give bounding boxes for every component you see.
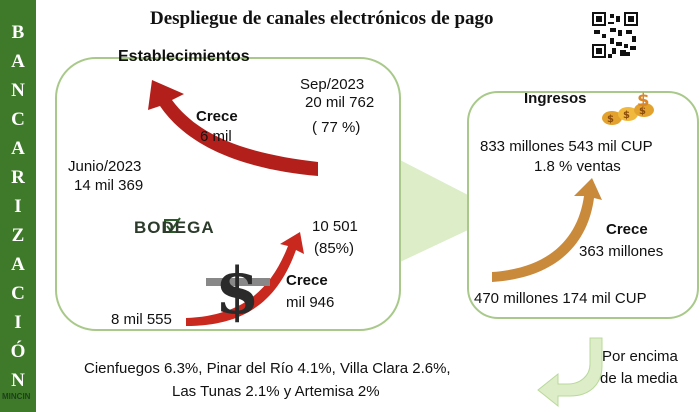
ingresos-arrow-orange: [492, 178, 602, 282]
bodega-crece-label: Crece: [286, 272, 328, 289]
establecimientos-box: [55, 57, 401, 331]
sidebar-letter: Ó: [10, 341, 26, 362]
sep-pct: ( 77 %): [312, 119, 361, 136]
sidebar-letter: C: [11, 109, 25, 130]
sidebar-letter: C: [11, 283, 25, 304]
bodega-new-pct: (85%): [314, 240, 355, 257]
ingresos-heading: Ingresos: [524, 90, 587, 107]
bodega-crece-value: mil 946: [286, 294, 335, 311]
provinces-line-1: Cienfuegos 6.3%, Pinar del Río 4.1%, Vil…: [84, 360, 451, 377]
ingresos-bottom-value: 470 millones 174 mil CUP: [474, 290, 647, 307]
mincin-logo: MINCIN: [2, 392, 31, 401]
ingresos-top-pct: 1.8 % ventas: [534, 158, 621, 175]
ingresos-crece-label: Crece: [606, 221, 648, 238]
svg-text:$: $: [623, 110, 630, 121]
note-line-2: de la media: [600, 370, 678, 387]
sep-label: Sep/2023: [300, 76, 365, 93]
bodega-arrow-red: [186, 232, 304, 326]
sidebar-letter: R: [11, 167, 25, 188]
crece-value: 6 mil: [200, 128, 232, 145]
sep-value: 20 mil 762: [305, 94, 375, 111]
svg-text:$: $: [637, 90, 650, 111]
sidebar-bancarizacion: [0, 0, 36, 412]
connector-shape: [400, 160, 468, 262]
sidebar-letter: Z: [11, 225, 25, 246]
sidebar-letter: B: [11, 22, 25, 43]
footer-arrow: [537, 337, 603, 408]
crece-label: Crece: [196, 108, 238, 125]
sidebar-letter: N: [11, 80, 25, 101]
sidebar-letter: A: [11, 51, 25, 72]
ingresos-crece-value: 363 millones: [579, 243, 664, 260]
svg-text:$: $: [215, 254, 260, 329]
ingresos-box: [467, 91, 699, 319]
sidebar-letter: I: [14, 196, 22, 217]
sidebar-letter: A: [11, 138, 25, 159]
sidebar-letter: N: [11, 370, 25, 391]
crece-arrow-red: [148, 80, 318, 176]
bodega-new-value: 10 501: [312, 218, 358, 235]
establecimientos-heading: Establecimientos: [118, 48, 250, 65]
sidebar-letter: I: [14, 312, 22, 333]
jun-value: 14 mil 369: [74, 177, 144, 194]
dollar-sign-icon: $: [206, 254, 270, 329]
note-line-1: Por encima: [602, 348, 678, 365]
bodega-old-value: 8 mil 555: [111, 311, 172, 328]
ingresos-top-value: 833 millones 543 mil CUP: [480, 138, 653, 155]
provinces-line-2: Las Tunas 2.1% y Artemisa 2%: [172, 383, 380, 400]
svg-text:$: $: [639, 106, 646, 117]
page-title: Despliegue de canales electrónicos de pa…: [150, 8, 494, 29]
jun-label: Junio/2023: [68, 158, 142, 175]
qr-code-icon: [592, 12, 638, 58]
bodega-logo: BODEGA: [134, 218, 215, 237]
sidebar-letter: A: [11, 254, 25, 275]
coins-icon: $ $ $ $: [602, 90, 654, 125]
svg-text:$: $: [607, 114, 614, 125]
